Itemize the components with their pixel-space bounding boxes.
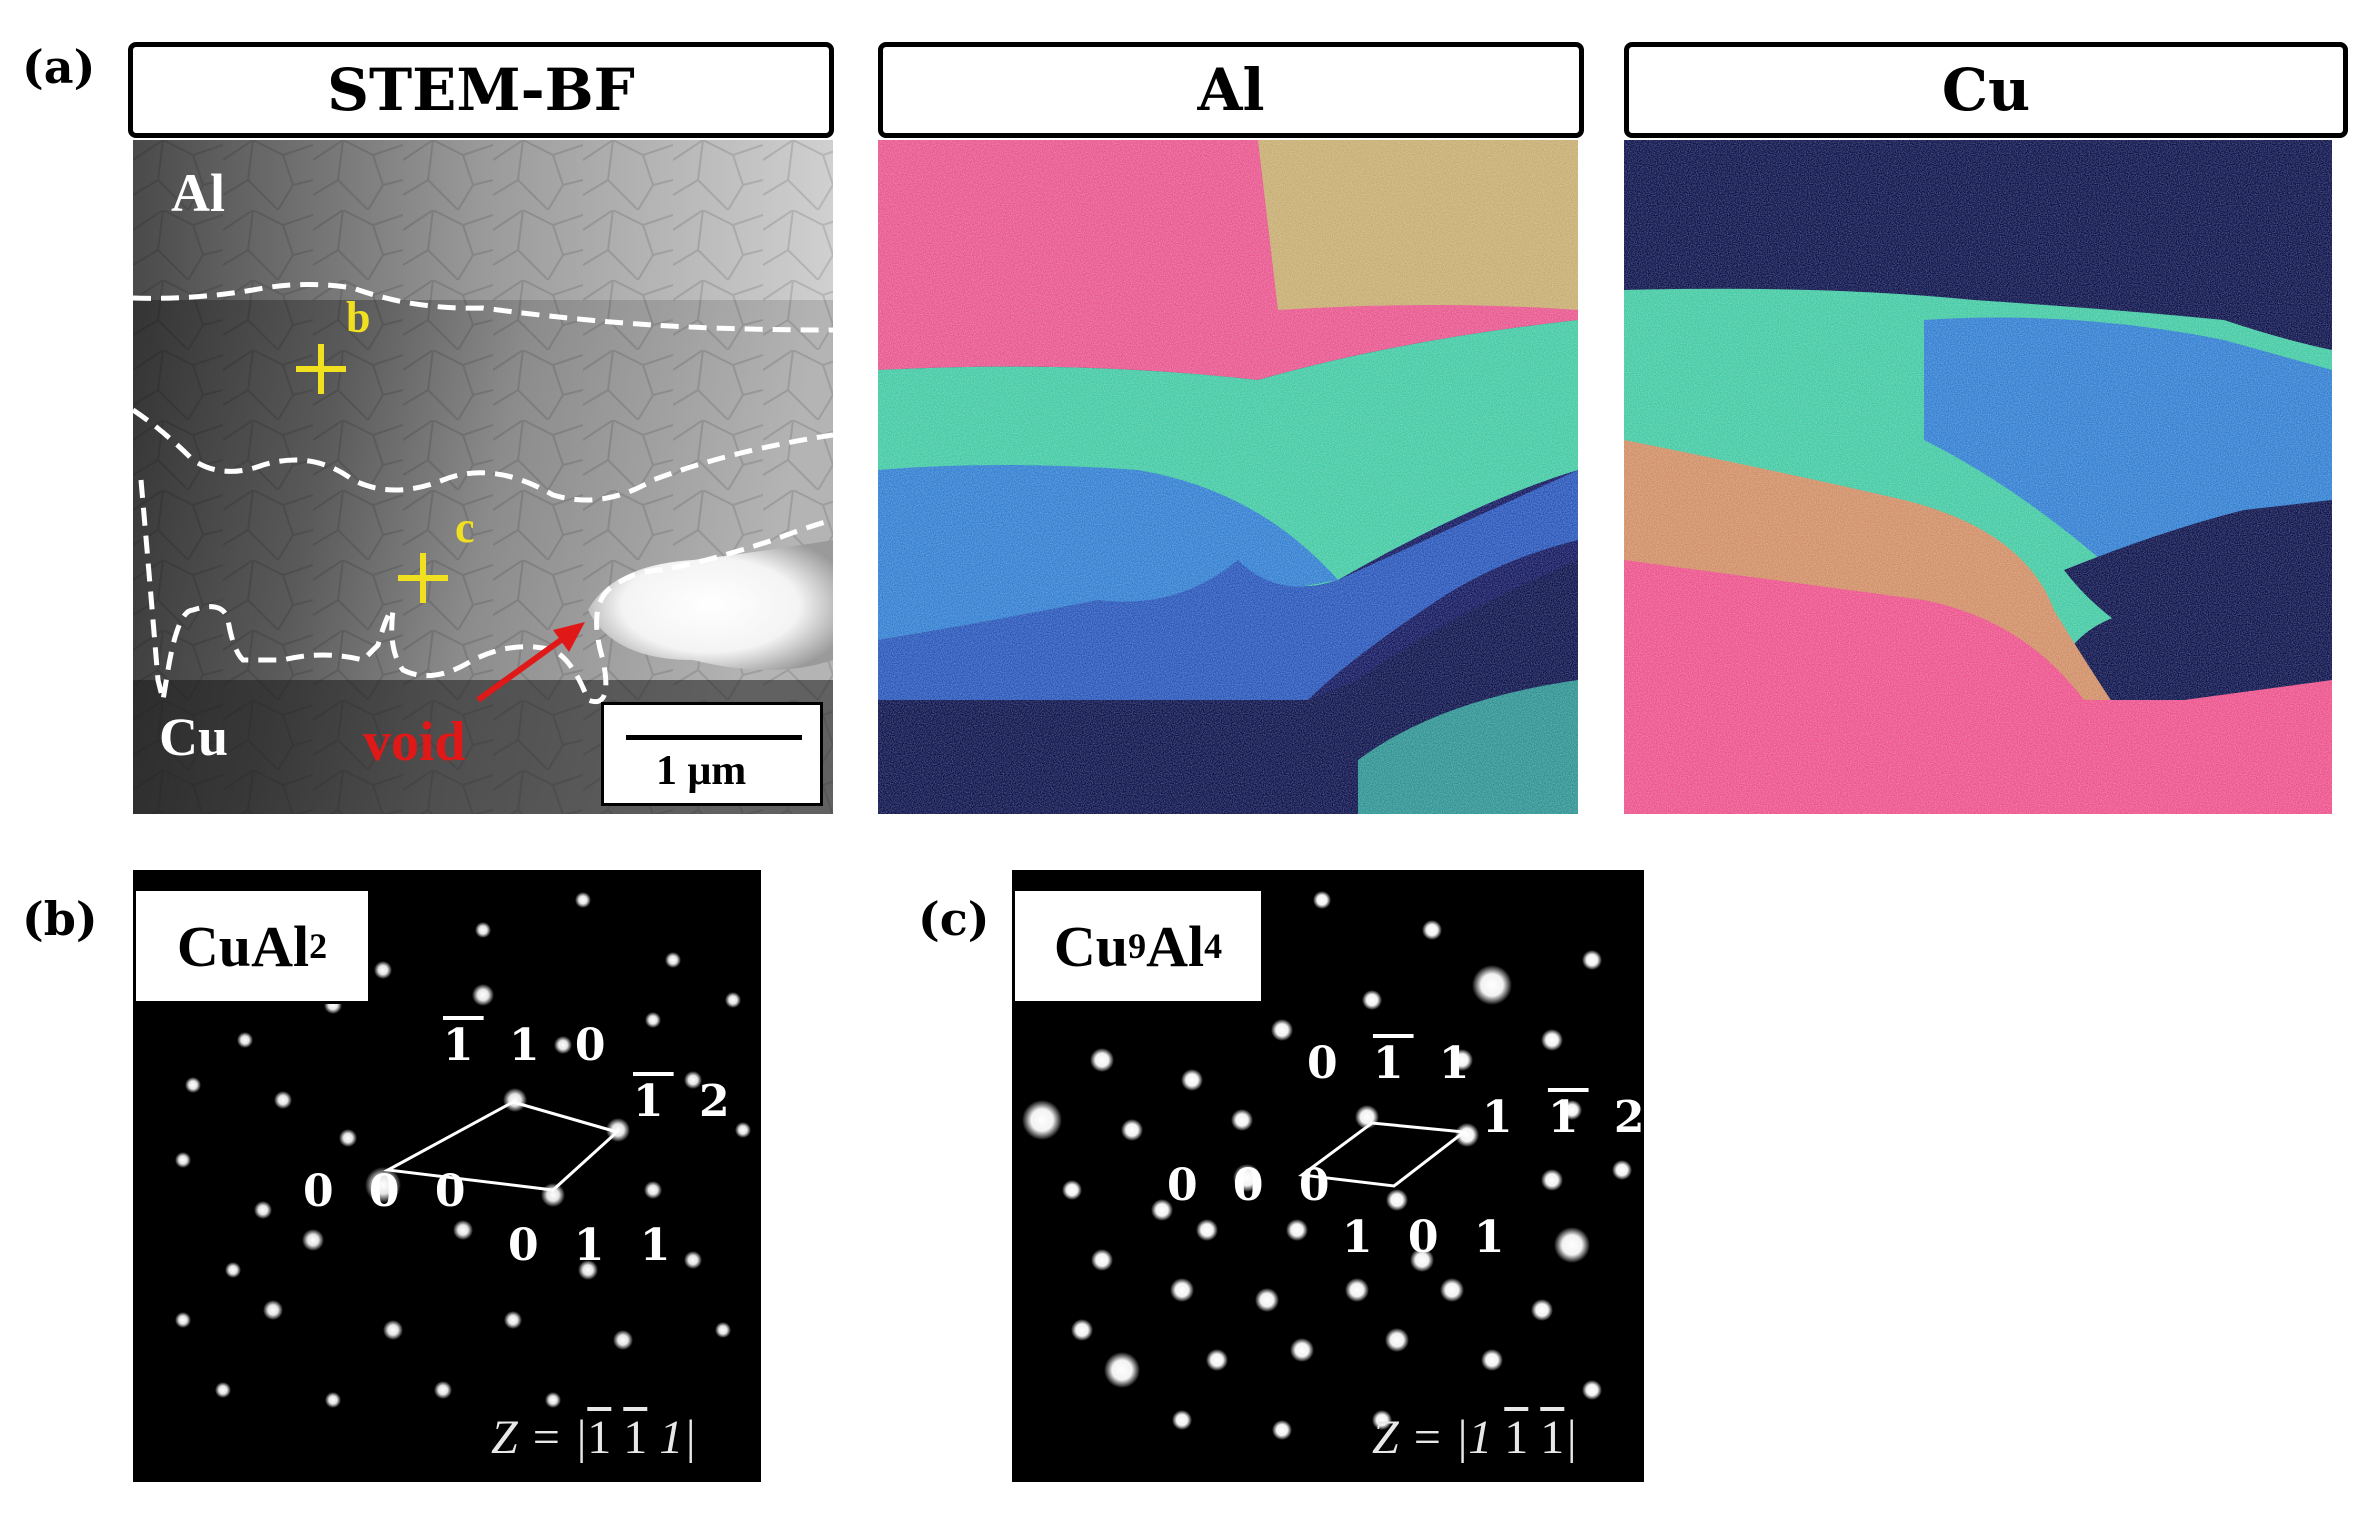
- zone-axis-b: Z = |1 1 1|: [491, 1411, 697, 1464]
- al-region-label: Al: [171, 163, 225, 223]
- index-011: 0 1 1: [508, 1220, 681, 1271]
- cual2-phase-main: CuAl: [176, 913, 310, 979]
- marker-b-cross: [296, 344, 346, 394]
- panel-c-letter: (c): [918, 892, 990, 946]
- index-112-bar: 1 1 2: [1482, 1092, 1644, 1143]
- index-000: 0 0 0: [1167, 1160, 1340, 1211]
- index-101: 1 0 1: [1342, 1212, 1515, 1263]
- cu9al4-phase-cu: Cu: [1053, 913, 1129, 979]
- scalebar-line: [626, 735, 802, 740]
- cu9al4-diffraction-pattern: Cu 9 Al 4 0 1 1 1 1 2 0 0 0 1 0 1 Z = |1 1 …: [1012, 870, 1644, 1482]
- zone-axis-c: Z = |1 1 1|: [1372, 1411, 1578, 1464]
- index-000: 0 0 0: [303, 1166, 476, 1217]
- al-map-header: Al: [878, 42, 1584, 138]
- cu-eds-map: [1624, 140, 2332, 814]
- panel-b-letter: (b): [22, 892, 98, 946]
- cual2-phase-sub: 2: [309, 926, 328, 966]
- index-121: 1 2 1: [633, 1076, 761, 1127]
- marker-c-cross: [398, 553, 448, 603]
- cu-map-header: Cu: [1624, 42, 2348, 138]
- panel-a-letter: (a): [22, 40, 96, 94]
- index-110: 1 1 0: [443, 1020, 616, 1071]
- cu9al4-phase-sub1: 9: [1128, 926, 1147, 966]
- marker-c-label: c: [455, 503, 475, 552]
- void-label: void: [363, 711, 466, 773]
- stem-bf-image: b c Al Cu void 1 μm: [133, 140, 833, 814]
- al-eds-map: [878, 140, 1578, 814]
- cu9al4-phase-label: Cu 9 Al 4: [1012, 888, 1264, 1004]
- cu9al4-phase-sub2: 4: [1204, 926, 1223, 966]
- marker-b-label: b: [346, 293, 371, 342]
- cu9al4-phase-al: Al: [1146, 913, 1205, 979]
- cual2-phase-label: CuAl 2: [133, 888, 371, 1004]
- scalebar-label: 1 μm: [656, 748, 747, 794]
- stem-bf-header: STEM-BF: [128, 42, 834, 138]
- void-arrow: [476, 622, 585, 703]
- index-011-bar: 0 1 1: [1307, 1038, 1480, 1089]
- scalebar: 1 μm: [601, 702, 823, 806]
- cu-region-label: Cu: [159, 707, 229, 767]
